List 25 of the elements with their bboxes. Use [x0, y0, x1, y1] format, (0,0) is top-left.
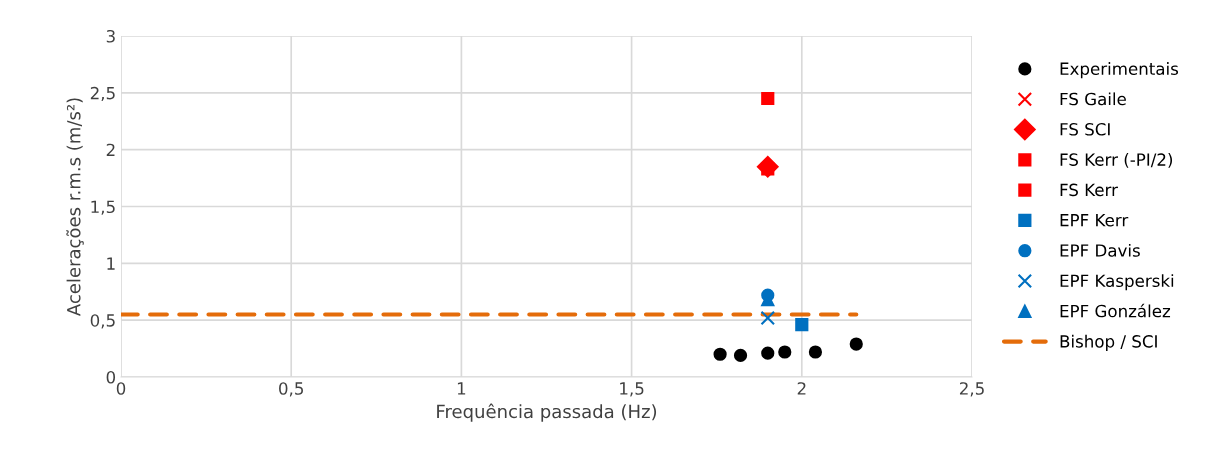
- y-tick-label: 0,5: [90, 314, 115, 329]
- y-axis-title: Acelerações r.m.s (m/s²): [66, 98, 84, 317]
- x-axis-title: Frequência passada (Hz): [437, 403, 657, 422]
- x-tick-label: 2: [797, 382, 806, 395]
- y-tick-label: 3: [106, 29, 115, 43]
- y-tick-label: 0: [106, 370, 116, 384]
- y-tick-label: 1: [107, 257, 115, 270]
- x-tick-label: 0,5: [279, 382, 303, 397]
- y-tick-label: 1,5: [91, 200, 115, 215]
- x-tick-label: 0: [116, 382, 126, 395]
- x-tick-label: 2,5: [959, 382, 984, 397]
- legend-label: FS SCI: [1060, 122, 1110, 136]
- y-tick-label: 2: [106, 143, 115, 156]
- legend-label: FS Gaile: [1060, 92, 1126, 106]
- legend-label: EPF Kasperski: [1060, 274, 1174, 291]
- x-tick-label: 1,5: [620, 382, 644, 397]
- x-tick-label: 1: [457, 382, 466, 395]
- legend-label: FS Kerr (-PI/2): [1060, 153, 1173, 168]
- legend-label: EPF Davis: [1060, 243, 1140, 257]
- legend-label: EPF Kerr: [1060, 214, 1129, 227]
- legend-label: FS Kerr: [1060, 183, 1118, 197]
- legend-label: EPF González: [1060, 303, 1171, 318]
- y-tick-label: 2,5: [90, 86, 115, 102]
- legend-label: Bishop / SCI: [1060, 334, 1157, 351]
- legend-label: Experimentais: [1060, 62, 1179, 79]
